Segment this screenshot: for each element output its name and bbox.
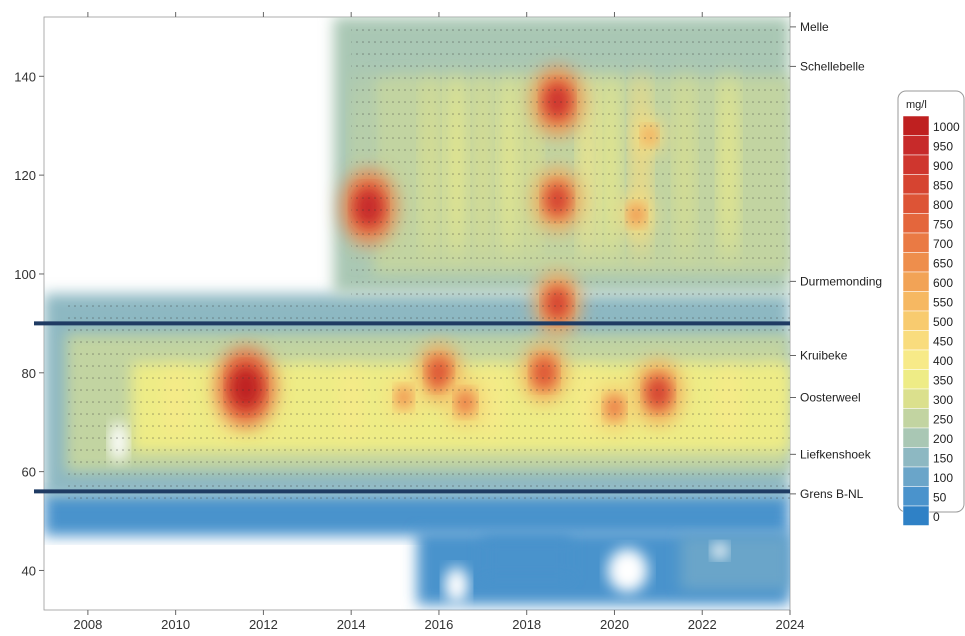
colorbar-cells: 1000950900850800750700650600550500450400… [902,115,960,526]
colorbar-label: 550 [933,295,953,309]
colorbar-label: 700 [933,237,953,251]
location-labels: Melle Schellebelle Durmemonding Kruibeke Oos… [790,20,882,501]
colorbar-label: 300 [933,393,953,407]
colorbar-cell [902,349,930,370]
colorbar-label: 750 [933,217,953,231]
location-label: Kruibeke [800,349,848,363]
colorbar-label: 50 [933,490,947,504]
colorbar-cell [902,174,930,195]
x-tick-label: 2020 [600,617,629,632]
data-gap [711,542,728,559]
colorbar-cell [902,115,930,136]
colorbar-cell [902,466,930,487]
colorbar-cell [902,427,930,448]
x-tick-label: 2018 [512,617,541,632]
heat-region [680,535,790,591]
colorbar-cell [902,330,930,351]
x-tick-label: 2008 [73,617,102,632]
colorbar-label: 100 [933,471,953,485]
colorbar-cell [902,291,930,312]
x-tick-label: 2016 [424,617,453,632]
data-gap [607,548,648,593]
colorbar-label: 450 [933,334,953,348]
y-tick-label: 120 [14,168,36,183]
location-label: Oosterweel [800,391,861,405]
colorbar-label: 250 [933,412,953,426]
colorbar-cell [902,193,930,214]
location-label: Grens B-NL [800,487,864,501]
colorbar-cell [902,154,930,175]
y-tick-label: 100 [14,267,36,282]
colorbar-cell [902,135,930,156]
colorbar-label: 900 [933,159,953,173]
colorbar-label: 400 [933,354,953,368]
colorbar-label: 850 [933,178,953,192]
colorbar-cell [902,447,930,468]
colorbar-cell [902,271,930,292]
location-label: Liefkenshoek [800,447,872,461]
colorbar-label: 350 [933,373,953,387]
x-tick-label: 2014 [337,617,366,632]
colorbar-cell [902,505,930,526]
colorbar-label: 0 [933,510,940,524]
colorbar-cell [902,213,930,234]
x-tick-label: 2024 [776,617,805,632]
colorbar-cell [902,310,930,331]
colorbar-cell [902,388,930,409]
x-tick-label: 2010 [161,617,190,632]
x-tick-label: 2022 [688,617,717,632]
y-tick-label: 140 [14,69,36,84]
y-tick-label: 60 [22,465,36,480]
x-tick-label: 2012 [249,617,278,632]
location-label: Melle [800,20,829,34]
colorbar-label: 150 [933,451,953,465]
colorbar-cell [902,486,930,507]
location-label: Schellebelle [800,59,865,73]
colorbar-cell [902,408,930,429]
colorbar-cell [902,369,930,390]
colorbar-title: mg/l [906,99,927,111]
data-gap [444,567,469,604]
location-label: Durmemonding [800,274,882,288]
colorbar-label: 200 [933,432,953,446]
dot-field [351,26,790,299]
colorbar-legend: mg/l 10009509008508007507006506005505004… [897,90,965,526]
y-axis: 40 60 80 100 120 140 [14,69,44,578]
colorbar-label: 600 [933,276,953,290]
colorbar-label: 500 [933,315,953,329]
colorbar-label: 650 [933,256,953,270]
dot-field [65,298,790,507]
heat-region [482,535,571,581]
colorbar-label: 1000 [933,120,960,134]
colorbar-cell [902,232,930,253]
colorbar-label: 950 [933,139,953,153]
boundary-lines [34,321,790,494]
y-tick-label: 40 [22,563,36,578]
y-tick-label: 80 [22,366,36,381]
x-axis: 2008 2010 2012 2014 2016 2018 2020 2022 2024 [73,12,804,632]
colorbar-cell [902,252,930,273]
colorbar-label: 800 [933,198,953,212]
sampling-dots [65,26,790,507]
